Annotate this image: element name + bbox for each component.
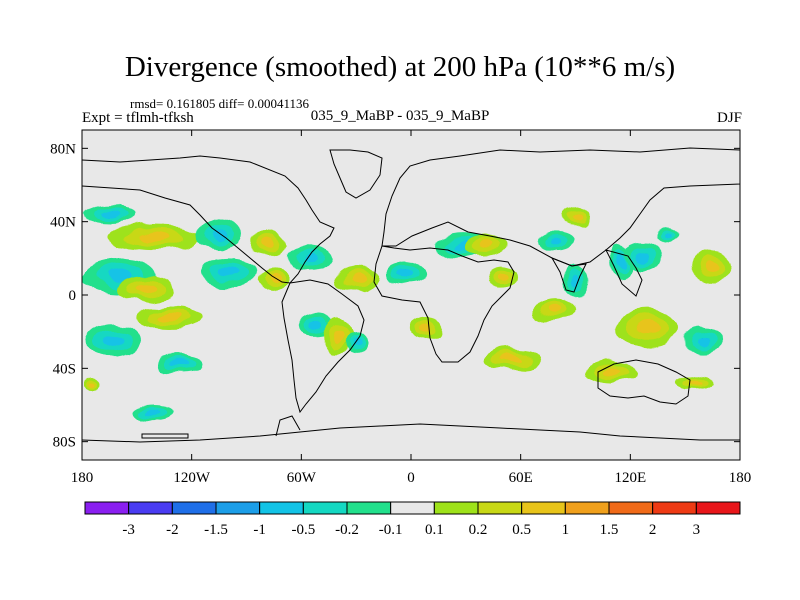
- anomaly-neg-32-level-2: [696, 336, 711, 346]
- coast-africa: [373, 245, 515, 363]
- anomaly-pos-31-level-2: [636, 321, 661, 335]
- coastline-outlines: [82, 147, 740, 443]
- anomaly-pos-30-level-2: [704, 261, 721, 274]
- coast-small-island: [141, 433, 189, 439]
- anomaly-neg-26-level-2: [550, 236, 564, 244]
- x-tick-label-1: 120W: [173, 470, 211, 486]
- x-tick-label-0: 180: [71, 470, 94, 486]
- coast-southeast-asia: [605, 249, 643, 297]
- anomaly-neg-10-level-2: [147, 409, 163, 415]
- y-tick-label-2: 0: [69, 288, 77, 304]
- coast-antarctic-peninsula: [275, 415, 301, 437]
- x-tick-label-5: 120E: [614, 470, 646, 486]
- anomaly-pos-34-level-2: [686, 380, 703, 386]
- colorbar-label-3: -1: [253, 522, 266, 538]
- anomaly-pos-21-level-2: [476, 241, 493, 250]
- colorbar-label-0: -3: [122, 522, 135, 538]
- anomaly-pos-24-level-2: [546, 305, 561, 314]
- anomaly-neg-6-level-2: [103, 334, 123, 348]
- colorbar-swatch-11: [564, 501, 610, 515]
- colorbar-swatch-5: [302, 501, 348, 515]
- y-tick-label-3: 40S: [53, 361, 76, 377]
- anomaly-neg-28-level-2: [636, 251, 650, 262]
- experiment-label: Expt = tflmh-tfksh: [82, 110, 194, 126]
- y-tick-label-4: 80S: [53, 435, 76, 451]
- colorbar-swatch-9: [477, 501, 523, 515]
- anomaly-pos-7-level-2: [157, 313, 182, 321]
- anomaly-pos-22-level-2: [497, 272, 508, 281]
- anomaly-neg-18-level-2: [398, 269, 413, 277]
- anomaly-neg-29-level-2: [662, 231, 671, 238]
- anomaly-neg-25-level-2: [570, 276, 581, 289]
- x-tick-label-6: 180: [729, 470, 752, 486]
- coast-greenland: [329, 149, 383, 199]
- anomaly-neg-14-level-2: [309, 320, 323, 329]
- colorbar-label-13: 3: [693, 522, 701, 538]
- x-tick-label-3: 0: [407, 470, 415, 486]
- coast-south-america: [281, 279, 365, 414]
- anomaly-pos-33-level-2: [602, 368, 622, 376]
- colorbar-swatch-12: [608, 501, 654, 515]
- season-label: DJF: [716, 110, 742, 126]
- anomaly-pos-9-level-2: [91, 381, 99, 385]
- anomaly-pos-17-level-2: [348, 275, 365, 285]
- y-tick-label-0: 80N: [50, 141, 76, 157]
- anomaly-neg-27-level-2: [617, 257, 626, 271]
- x-tick-label-4: 60E: [509, 470, 533, 486]
- colorbar-label-1: -2: [166, 522, 179, 538]
- anomaly-neg-4-level-2: [217, 267, 239, 279]
- colorbar-swatch-7: [390, 501, 435, 515]
- colorbar-swatch-6: [346, 501, 392, 515]
- colorbar-swatch-0: [84, 501, 130, 515]
- anomaly-pos-11-level-2: [261, 239, 276, 249]
- colorbar-swatch-13: [652, 501, 697, 515]
- coast-india: [550, 257, 587, 293]
- colorbar-label-2: -1.5: [204, 522, 228, 538]
- colorbar-swatch-10: [521, 501, 566, 515]
- colorbar: -3 -2 -1.5 -1 -0.5 -0.2 -0.1 0.1 0.2 0.5 1 1.5 2 3: [84, 501, 741, 538]
- y-tick-label-1: 40N: [50, 215, 76, 231]
- anomaly-pos-5-level-2: [136, 284, 156, 295]
- colorbar-swatch-1: [128, 501, 173, 515]
- anomaly-pos-19-level-2: [419, 324, 433, 332]
- colorbar-label-6: -0.1: [379, 522, 403, 538]
- rmsd-diff-stats: rmsd= 0.161805 diff= 0.00041136: [130, 96, 309, 111]
- colorbar-label-12: 2: [649, 522, 657, 538]
- colorbar-label-4: -0.5: [291, 522, 315, 538]
- anomaly-field: [82, 205, 735, 420]
- run-label: 035_9_MaBP - 035_9_MaBP: [310, 108, 490, 124]
- colorbar-label-10: 1: [562, 522, 570, 538]
- colorbar-swatch-2: [171, 501, 217, 515]
- colorbar-label-9: 0.5: [512, 522, 531, 538]
- anomaly-pos-15-level-2: [332, 329, 344, 342]
- anomaly-neg-8-level-2: [172, 361, 190, 368]
- anomaly-pos-23-level-2: [501, 355, 522, 364]
- colorbar-swatch-3: [215, 501, 261, 515]
- plot-background: [82, 130, 740, 460]
- coast-antarctica: [82, 423, 740, 443]
- anomaly-pos-35-level-2: [570, 212, 581, 220]
- anomaly-neg-1-level-2: [100, 211, 119, 218]
- coast-eurasia: [381, 147, 740, 267]
- colorbar-swatch-8: [433, 501, 479, 515]
- coast-australia: [597, 359, 691, 405]
- colorbar-swatch-4: [259, 501, 304, 515]
- x-tick-label-2: 60W: [287, 470, 317, 486]
- colorbar-label-5: -0.2: [335, 522, 359, 538]
- anomaly-neg-0-level-2: [105, 270, 132, 284]
- anomaly-pos-2-level-2: [138, 231, 172, 241]
- chart-title: Divergence (smoothed) at 200 hPa (10**6 …: [124, 51, 676, 83]
- colorbar-label-7: 0.1: [425, 522, 444, 538]
- anomaly-neg-3-level-2: [211, 228, 227, 241]
- colorbar-swatch-14: [695, 501, 741, 515]
- colorbar-label-8: 0.2: [469, 522, 488, 538]
- colorbar-label-11: 1.5: [600, 522, 619, 538]
- axis-ticks: 180 120W 60W 0 60E 120E 180 80N 40N 0 40S 80S: [50, 130, 751, 486]
- coast-north-america: [82, 155, 335, 284]
